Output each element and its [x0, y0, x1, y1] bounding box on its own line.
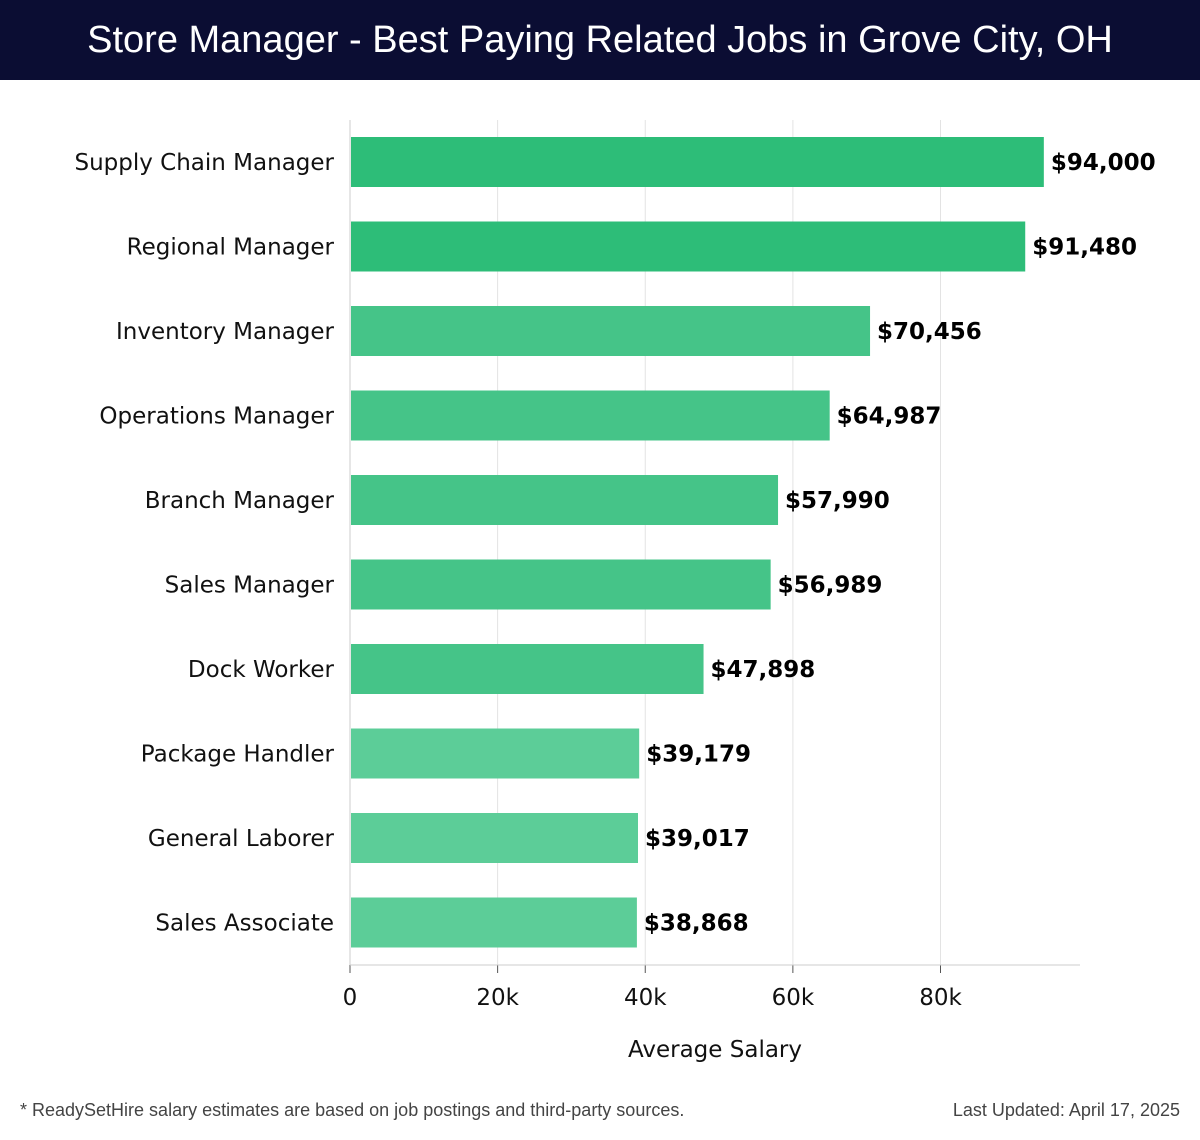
x-tick-label: 80k: [919, 985, 962, 1011]
bar: [351, 137, 1044, 187]
value-label: $39,179: [646, 742, 751, 768]
value-label: $64,987: [837, 404, 942, 430]
x-tick-label: 0: [343, 985, 358, 1011]
category-label: Operations Manager: [99, 404, 334, 430]
x-axis-label: Average Salary: [628, 1037, 802, 1063]
value-label: $91,480: [1032, 235, 1137, 261]
bar: [351, 728, 640, 779]
bar-chart: 0 20k 40k 60k 80k Average Salary Supply Chain…: [74, 120, 1156, 1063]
category-label: Sales Manager: [165, 573, 335, 599]
bar: [351, 306, 871, 356]
value-label: $70,456: [877, 319, 982, 345]
last-updated: Last Updated: April 17, 2025: [952, 1100, 1180, 1120]
value-label: $57,990: [785, 488, 890, 514]
bar: [351, 475, 779, 525]
value-label: $56,989: [778, 573, 883, 599]
value-label: $47,898: [711, 657, 816, 683]
value-label: $38,868: [644, 911, 749, 937]
bar: [351, 390, 830, 441]
value-label: $39,017: [645, 826, 750, 852]
chart-title: Store Manager - Best Paying Related Jobs…: [0, 0, 1200, 80]
bar: [351, 897, 637, 948]
bar: [351, 221, 1026, 272]
bar: [351, 644, 704, 694]
x-tick-label: 40k: [624, 985, 667, 1011]
category-label: Sales Associate: [155, 911, 334, 937]
x-tick-label: 20k: [476, 985, 519, 1011]
x-tick-label: 60k: [772, 985, 815, 1011]
category-label: Package Handler: [141, 742, 335, 768]
bar: [351, 559, 771, 610]
bar: [351, 813, 638, 863]
category-label: Inventory Manager: [116, 319, 335, 345]
category-label: Supply Chain Manager: [74, 150, 334, 176]
category-label: Dock Worker: [188, 657, 335, 683]
footer-note: * ReadySetHire salary estimates are base…: [20, 1100, 685, 1120]
category-label: Branch Manager: [145, 488, 335, 514]
value-label: $94,000: [1051, 150, 1156, 176]
category-label: Regional Manager: [127, 235, 335, 261]
category-label: General Laborer: [148, 826, 335, 852]
